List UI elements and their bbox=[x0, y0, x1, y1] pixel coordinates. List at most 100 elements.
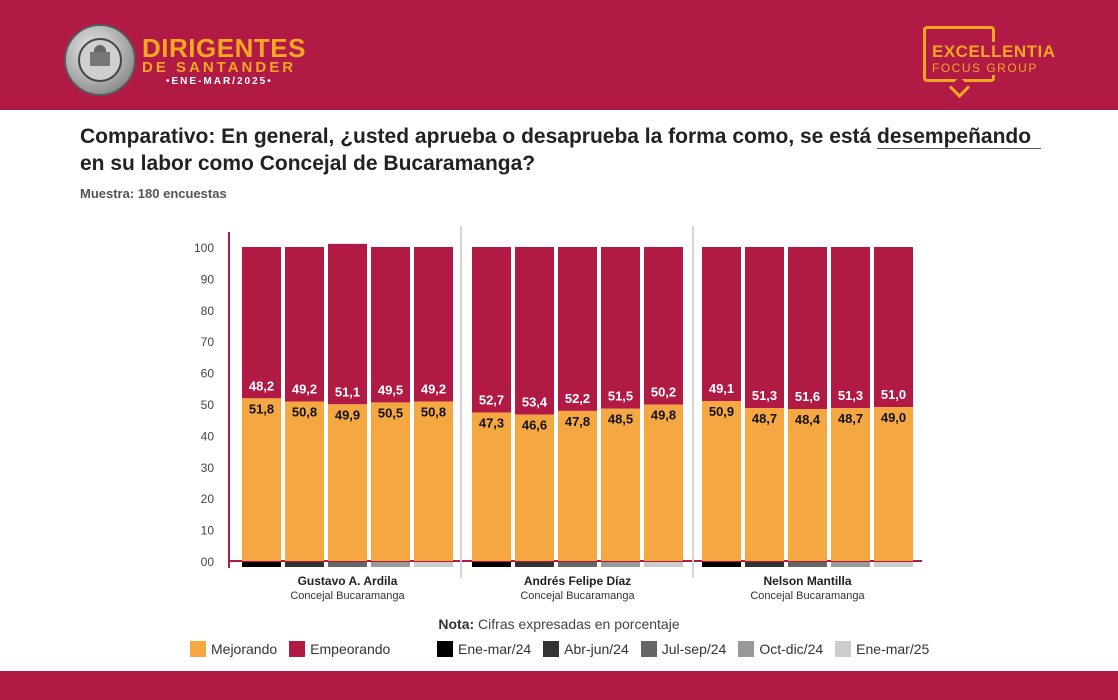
bar-mejorando bbox=[702, 401, 741, 561]
legend-label-period-2: Abr-jun/24 bbox=[564, 641, 629, 657]
data-label-empeorando: 51,5 bbox=[608, 389, 633, 404]
bar-empeorando bbox=[745, 247, 784, 409]
data-label-empeorando: 51,0 bbox=[881, 387, 906, 402]
data-label-empeorando: 51,1 bbox=[335, 384, 360, 399]
group-name-label: Nelson Mantilla bbox=[763, 574, 851, 588]
data-label-mejorando: 49,8 bbox=[651, 408, 676, 423]
bar-mejorando bbox=[414, 401, 453, 561]
y-tick-label: 90 bbox=[201, 272, 215, 286]
legend-swatch-period-1 bbox=[437, 641, 453, 657]
bar-empeorando bbox=[371, 247, 410, 403]
legend-label-period-1: Ene-mar/24 bbox=[458, 641, 532, 657]
brand-subtitle: DE SANTANDER bbox=[142, 59, 297, 76]
y-tick-label: 00 bbox=[201, 555, 215, 569]
data-label-empeorando: 52,2 bbox=[565, 391, 590, 406]
bar-empeorando bbox=[515, 247, 554, 415]
data-label-mejorando: 48,7 bbox=[838, 411, 863, 426]
partner-name: EXCELLENTIA bbox=[930, 42, 1058, 62]
title-underline bbox=[877, 148, 1041, 149]
data-label-empeorando: 49,5 bbox=[378, 382, 403, 397]
data-label-mejorando: 50,5 bbox=[378, 405, 403, 420]
note: Nota: Cifras expresadas en porcentaje bbox=[0, 616, 1118, 632]
legend-item-period-4: Oct-dic/24 bbox=[738, 641, 823, 657]
group-name-label: Andrés Felipe Díaz bbox=[524, 574, 631, 588]
note-text: Cifras expresadas en porcentaje bbox=[478, 616, 680, 632]
data-label-mejorando: 47,8 bbox=[565, 414, 590, 429]
bar-empeorando bbox=[831, 247, 870, 409]
group-role-label: Concejal Bucaramanga bbox=[750, 590, 865, 602]
legend-label-period-5: Ene-mar/25 bbox=[856, 641, 930, 657]
y-tick-label: 60 bbox=[201, 367, 215, 381]
group-name-label: Gustavo A. Ardila bbox=[298, 574, 398, 588]
legend-swatch-period-4 bbox=[738, 641, 755, 657]
bar-mejorando bbox=[472, 412, 511, 561]
bar-mejorando bbox=[601, 408, 640, 561]
period-marker bbox=[601, 562, 640, 567]
legend-swatch-empeorando bbox=[289, 641, 306, 657]
group-role-label: Concejal Bucaramanga bbox=[520, 590, 635, 602]
period-marker bbox=[831, 562, 870, 567]
data-label-empeorando: 49,1 bbox=[709, 381, 734, 396]
period-marker bbox=[644, 562, 683, 567]
partner-subname: FOCUS GROUP bbox=[930, 61, 1040, 75]
footer-bar bbox=[0, 671, 1118, 700]
legend-periods: Ene-mar/24 Abr-jun/24 Jul-sep/24 Oct-dic… bbox=[437, 641, 941, 657]
bar-mejorando bbox=[831, 408, 870, 561]
legend-item-mejorando: Mejorando bbox=[190, 641, 277, 657]
y-tick-label: 20 bbox=[201, 492, 215, 506]
period-marker bbox=[788, 562, 827, 567]
question-title: Comparativo: En general, ¿usted aprueba … bbox=[80, 125, 1032, 175]
legend-label-empeorando: Empeorando bbox=[310, 641, 391, 657]
period-marker bbox=[874, 562, 913, 567]
seal-building-icon bbox=[78, 38, 122, 82]
legend-item-period-1: Ene-mar/24 bbox=[437, 641, 531, 657]
data-label-mejorando: 51,8 bbox=[249, 401, 274, 416]
data-label-empeorando: 52,7 bbox=[479, 392, 504, 407]
legend-swatch-period-3 bbox=[640, 641, 657, 657]
data-label-mejorando: 47,3 bbox=[479, 415, 504, 430]
bar-mejorando bbox=[285, 401, 324, 561]
data-label-empeorando: 51,3 bbox=[752, 388, 777, 403]
bar-empeorando bbox=[285, 247, 324, 402]
brand-period: •ENE-MAR/2025• bbox=[166, 76, 273, 87]
sample-size: Muestra: 180 encuestas bbox=[80, 186, 227, 201]
period-marker bbox=[558, 562, 597, 567]
bar-empeorando bbox=[702, 247, 741, 402]
bar-empeorando bbox=[874, 247, 913, 408]
bar-mejorando bbox=[745, 408, 784, 561]
period-marker bbox=[328, 562, 367, 567]
y-tick-label: 50 bbox=[201, 398, 215, 412]
bar-empeorando bbox=[788, 247, 827, 410]
group-role-label: Concejal Bucaramanga bbox=[290, 590, 405, 602]
data-label-mejorando: 50,8 bbox=[421, 404, 446, 419]
data-label-empeorando: 50,2 bbox=[651, 385, 676, 400]
bar-empeorando bbox=[558, 247, 597, 411]
note-label: Nota: bbox=[438, 616, 475, 632]
bar-mejorando bbox=[874, 407, 913, 561]
data-label-mejorando: 46,6 bbox=[522, 418, 547, 433]
period-marker bbox=[285, 562, 324, 567]
brand-logo: DIRIGENTES DE SANTANDER •ENE-MAR/2025• bbox=[142, 35, 306, 89]
period-marker bbox=[371, 562, 410, 567]
bar-mejorando bbox=[328, 404, 367, 561]
bar-mejorando bbox=[644, 404, 683, 561]
period-marker bbox=[472, 562, 511, 567]
data-label-mejorando: 49,9 bbox=[335, 407, 360, 422]
bar-mejorando bbox=[515, 414, 554, 561]
bar-empeorando bbox=[472, 247, 511, 413]
legend-swatch-mejorando bbox=[190, 641, 206, 657]
legend-item-period-5: Ene-mar/25 bbox=[835, 641, 929, 657]
y-tick-label: 100 bbox=[194, 241, 214, 255]
data-label-empeorando: 51,6 bbox=[795, 389, 820, 404]
bar-empeorando bbox=[414, 247, 453, 402]
bar-mejorando bbox=[242, 398, 281, 561]
data-label-empeorando: 49,2 bbox=[292, 381, 317, 396]
legend-item-period-3: Jul-sep/24 bbox=[640, 641, 726, 657]
legend-label-mejorando: Mejorando bbox=[211, 641, 278, 657]
legend-item-empeorando: Empeorando bbox=[289, 641, 390, 657]
legend-item-period-2: Abr-jun/24 bbox=[543, 641, 629, 657]
data-label-mejorando: 50,9 bbox=[709, 404, 734, 419]
legend-swatch-period-5 bbox=[835, 641, 852, 657]
data-label-empeorando: 49,2 bbox=[421, 381, 446, 396]
